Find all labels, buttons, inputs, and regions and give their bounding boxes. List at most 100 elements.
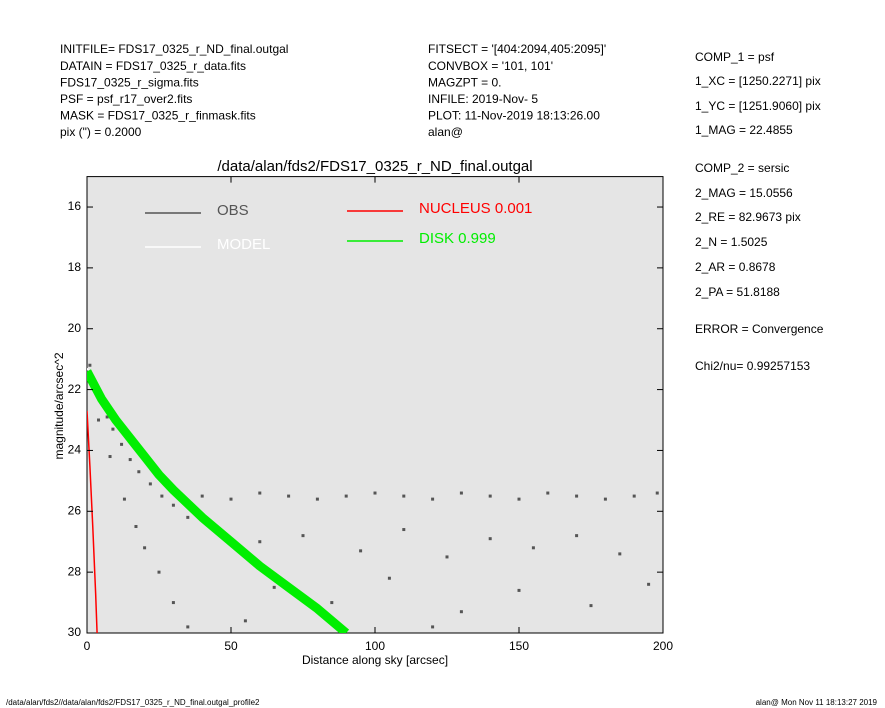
y-tick-label: 18 [68,260,82,274]
data-point [160,494,164,498]
legend-label: DISK 0.999 [419,230,496,247]
header-left-line: DATAIN = FDS17_0325_r_data.fits [60,59,246,73]
plot-area [86,176,664,634]
data-point [171,601,175,605]
x-tick-label: 200 [653,639,673,653]
header-right-line: COMP_1 = psf [695,50,775,64]
x-tick-label: 0 [84,639,91,653]
data-point [488,537,492,541]
x-tick-label: 50 [224,639,238,653]
header-right-line: Chi2/nu= 0.99257153 [695,359,810,373]
data-point [373,491,377,495]
data-point [157,570,161,574]
data-point [517,588,521,592]
data-point [128,458,132,462]
data-point [272,585,276,589]
data-point [459,491,463,495]
header-left-line: INITFILE= FDS17_0325_r_ND_final.outgal [60,42,288,56]
header-right-line: COMP_2 = sersic [695,161,789,175]
header-middle-line: INFILE: 2019-Nov- 5 [428,92,538,106]
data-point [315,497,319,501]
data-point [134,525,138,529]
data-point [445,555,449,559]
header-right-line: 2_RE = 82.9673 pix [695,210,801,224]
y-axis-label: magnitude/arcsec^2 [52,352,66,459]
legend-label: MODEL [217,236,270,253]
data-point [344,494,348,498]
data-point [517,497,521,501]
data-point [431,497,435,501]
data-point [258,540,262,544]
data-point [431,625,435,629]
data-point [105,415,109,419]
data-point [122,497,126,501]
model-line [87,369,350,633]
data-point [459,610,463,614]
header-middle-line: FITSECT = '[404:2094,405:2095]' [428,42,606,56]
header-left-line: MASK = FDS17_0325_r_finmask.fits [60,109,256,123]
y-tick-label: 22 [68,382,82,396]
x-axis-label: Distance along sky [arcsec] [302,653,448,667]
header-middle-line: alan@ [428,125,463,139]
header-left-line: pix (") = 0.2000 [60,125,142,139]
data-point [575,494,579,498]
legend-label: NUCLEUS 0.001 [419,200,532,217]
data-point [186,515,190,519]
y-tick-label: 30 [68,625,82,639]
footer-left: /data/alan/fds2//data/alan/fds2/FDS17_03… [6,698,260,707]
x-tick-label: 100 [365,639,385,653]
y-tick-label: 26 [68,503,82,517]
plot-layer [87,363,659,633]
data-point [589,604,593,608]
model-line [87,410,98,633]
footer-right: alan@ Mon Nov 11 18:13:27 2019 [756,698,878,707]
header-right-line: ERROR = Convergence [695,322,824,336]
header-right-line: 2_PA = 51.8188 [695,285,780,299]
data-point [632,494,636,498]
data-point [120,442,124,446]
data-point [546,491,550,495]
data-point [229,497,233,501]
data-point [575,534,579,538]
header-middle-line: CONVBOX = '101, 101' [428,59,553,73]
data-point [200,494,204,498]
y-tick-label: 24 [68,443,82,457]
data-point [655,491,659,495]
x-tick-label: 150 [509,639,529,653]
data-point [186,625,190,629]
data-point [137,470,141,474]
data-point [531,546,535,550]
header-left-line: FDS17_0325_r_sigma.fits [60,75,199,89]
data-point [402,528,406,532]
data-point [387,576,391,580]
data-point [108,455,112,459]
y-tick-label: 16 [68,199,82,213]
data-point [301,534,305,538]
legend-label: OBS [217,202,249,219]
data-point [402,494,406,498]
data-point [143,546,147,550]
data-point [647,582,651,586]
data-point [243,619,247,623]
data-point [171,503,175,507]
header-right-line: 1_XC = [1250.2271] pix [695,74,821,88]
data-point [287,494,291,498]
data-point [488,494,492,498]
data-point [88,363,92,367]
data-point [148,482,152,486]
data-point [258,491,262,495]
data-point [330,601,334,605]
header-middle-line: PLOT: 11-Nov-2019 18:13:26.00 [428,109,600,123]
header-right-line: 2_MAG = 15.0556 [695,186,793,200]
header-right-line: 1_MAG = 22.4855 [695,123,793,137]
header-right-line: 1_YC = [1251.9060] pix [695,99,821,113]
header-right-line: 2_N = 1.5025 [695,235,768,249]
chart-title: /data/alan/fds2/FDS17_0325_r_ND_final.ou… [217,158,532,175]
y-tick-label: 28 [68,564,82,578]
data-point [359,549,363,553]
data-point [97,418,101,422]
header-middle-line: MAGZPT = 0. [428,75,501,89]
data-point [111,427,115,431]
header-left-line: PSF = psf_r17_over2.fits [60,92,192,106]
